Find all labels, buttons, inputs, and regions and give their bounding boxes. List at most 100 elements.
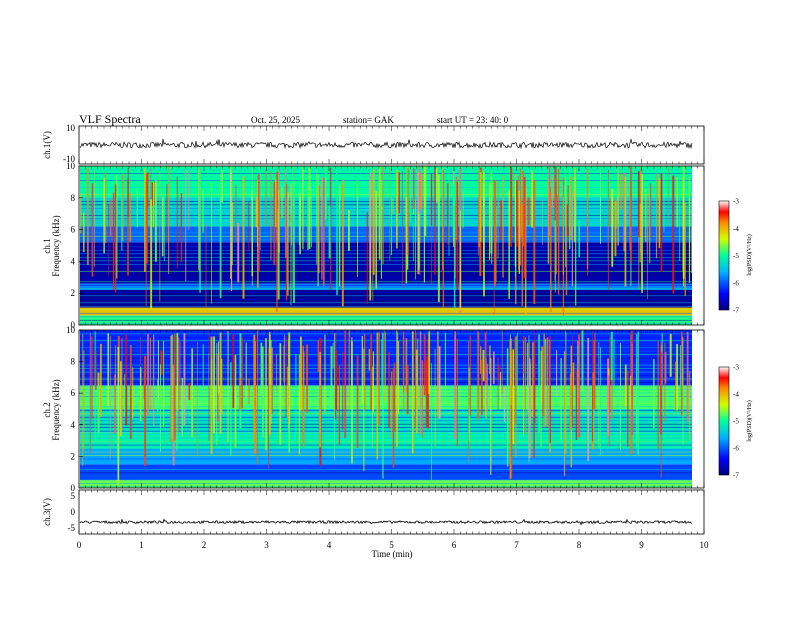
ch1-spectrogram-sferic: [80, 193, 82, 234]
ch2-spectrogram-sferic: [257, 330, 259, 465]
ch2-spectrogram-sferic: [396, 330, 398, 447]
ch2-spectrogram-sferic: [239, 377, 241, 411]
ch2-spectrogram-sferic: [419, 331, 422, 435]
ch2-spectrogram-stripe: [80, 343, 692, 345]
ch2-spectrogram-sferic: [627, 370, 629, 448]
ch1-spectrogram-sferic: [688, 176, 690, 283]
ch1-spectrogram-sferic: [168, 166, 170, 274]
ch1-spectrogram-sferic: [600, 169, 601, 244]
ch2-spectrogram-sferic: [406, 364, 409, 415]
ch2-spectrogram-sferic: [469, 335, 471, 416]
ch1-spectrogram-sferic: [645, 188, 647, 242]
ch2-spectrogram-band-0: [80, 480, 692, 488]
ch2-spectrogram-stripe: [80, 465, 692, 467]
ch2-spectrogram-stripe: [80, 375, 692, 376]
ch1-spectrogram-sferic: [436, 167, 438, 203]
ch2-colorbar-tick--7: -7: [733, 472, 739, 480]
ch1-spectrogram-ytick-label-2: 2: [71, 288, 76, 298]
ch1-spectrogram-sferic: [620, 173, 622, 210]
x-tick-label-8: 8: [577, 540, 582, 550]
ch2-spectrogram-sferic: [516, 332, 518, 394]
ch1-spectrogram-sferic: [679, 176, 681, 262]
date-label: Oct. 25, 2025: [251, 115, 300, 125]
ch2-spectrogram-sferic: [393, 362, 396, 432]
ch1-spectrogram-sferic: [477, 197, 479, 256]
ch1-spectrogram-sferic: [257, 180, 258, 247]
ch1-spectrogram-sferic: [478, 168, 481, 248]
ch1-spectrogram-stripe: [80, 221, 692, 223]
ch1-spectrogram-sferic: [348, 210, 350, 251]
ch1-spectrogram-sferic: [548, 166, 551, 237]
ch1-spectrogram-sferic: [199, 173, 201, 293]
ch1-spectrogram-sferic: [424, 166, 427, 237]
ch2-spectrogram-sferic: [356, 355, 359, 449]
ch1-spectrogram-sferic: [455, 176, 458, 241]
ch2-spectrogram-ytick-label-4: 4: [71, 420, 76, 430]
ch2-spectrogram-sferic: [503, 386, 506, 422]
ch2-spectrogram-stripe: [80, 413, 692, 415]
ch2-spectrogram-sferic: [499, 371, 501, 408]
ch1-spectrogram-stripe: [80, 242, 692, 244]
ch1-spectrogram-sferic: [242, 176, 245, 299]
ch1-spectrogram-stripe: [80, 211, 692, 213]
ch2-spectrogram-sferic: [624, 364, 627, 407]
ch1-spectrogram-sferic: [122, 173, 124, 241]
ch2-spectrogram-sferic: [342, 351, 344, 430]
ch2-spectrogram-sferic: [527, 342, 529, 411]
ch2-spectrogram-sferic: [497, 357, 499, 411]
ch1-spectrogram-sferic: [453, 186, 456, 310]
ch1-spectrogram-sferic: [630, 166, 632, 262]
ch1-spectrogram-sferic: [497, 180, 499, 259]
ch2-spectrogram-stripe: [80, 469, 692, 470]
ch1-spectrogram-sferic: [113, 192, 115, 290]
ch1-spectrogram-sferic: [316, 169, 318, 265]
ch2-spectrogram-sferic: [669, 333, 672, 377]
ch2-spectrogram-sferic: [415, 330, 417, 428]
ch2-spectrogram-sferic: [637, 331, 639, 455]
ch1-spectrogram-sferic: [279, 168, 280, 249]
ch2-colorbar-label: log(PSD)(V²/Hz): [746, 400, 753, 441]
ch1-spectrogram-sferic: [500, 200, 502, 240]
ch2-spectrogram-sferic: [510, 350, 513, 479]
ch1-spectrogram-sferic: [372, 169, 375, 275]
ch2-spectrogram-sferic: [415, 349, 418, 434]
ch2-spectrogram-sferic: [613, 339, 615, 393]
ch2-spectrogram-sferic: [438, 346, 441, 419]
ch2-spectrogram-sferic: [611, 369, 613, 419]
ch1-spectrogram-sferic: [658, 178, 661, 249]
ch1-spectrogram-sferic: [518, 190, 520, 274]
ch1-colorbar-tick--5: -5: [733, 252, 739, 260]
ch1-spectrogram-sferic: [489, 182, 491, 260]
ch1-spectrogram-stripe: [80, 309, 692, 311]
ch2-spectrogram-sferic: [279, 343, 282, 445]
ch2-spectrogram-sferic: [486, 363, 488, 411]
ch1-spectrogram-sferic: [154, 180, 157, 262]
ch1-spectrogram-sferic: [145, 181, 147, 306]
ch2-spectrogram-sferic: [664, 352, 667, 384]
ch1-spectrogram-sferic: [420, 173, 423, 209]
x-tick-label-2: 2: [202, 540, 207, 550]
ch2-spectrogram-stripe: [80, 427, 692, 429]
ch1-spectrogram-stripe: [80, 197, 692, 199]
ch2-spectrogram-stripe: [80, 420, 692, 422]
ch2-spectrogram-sferic: [217, 353, 219, 422]
ch1-spectrogram-sferic: [623, 172, 626, 252]
ch3-ytick-bottom: -5: [68, 523, 76, 533]
ch2-spectrogram-sferic: [578, 332, 581, 438]
ch2-spectrogram-sferic: [543, 333, 545, 428]
ch2-spectrogram-sferic: [178, 337, 180, 433]
ch2-spectrogram-band-1: [80, 464, 692, 481]
ch1-spectrogram-sferic: [418, 166, 421, 244]
ch1-spectrogram-sferic: [293, 181, 295, 304]
ch1-spectrogram-sferic: [336, 166, 338, 296]
ch1-spectrogram-sferic: [574, 168, 576, 210]
ch2-spectrogram-sferic: [276, 353, 277, 392]
ch2-spectrogram-sferic: [549, 335, 551, 444]
ch2-spectrogram-sferic: [534, 330, 536, 424]
ch1-spectrogram-sferic: [413, 168, 415, 209]
ch2-spectrogram-stripe: [80, 371, 692, 373]
ch2-spectrogram-sferic: [565, 330, 567, 454]
ch2-spectrogram-sferic: [319, 351, 321, 448]
ch2-spectrogram-sferic: [157, 379, 159, 412]
ch1-spectrogram-sferic: [519, 168, 522, 266]
